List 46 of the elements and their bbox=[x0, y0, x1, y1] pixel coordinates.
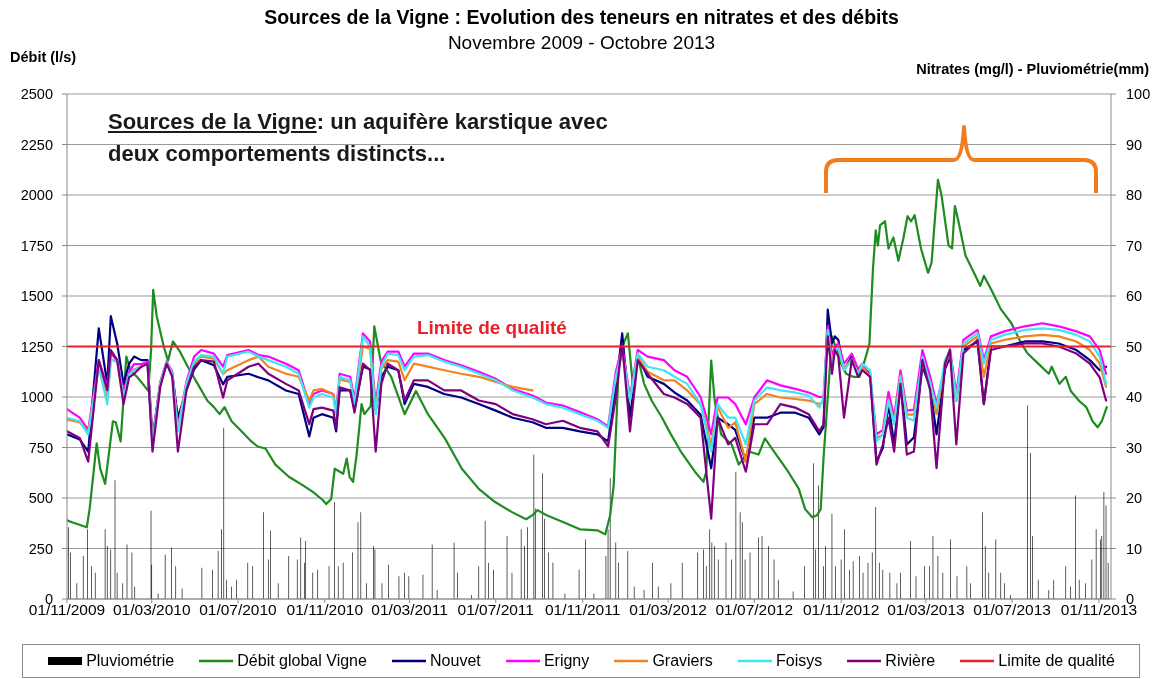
line-series bbox=[67, 178, 1108, 536]
legend-label: Rivière bbox=[885, 652, 936, 670]
y2-tick-label: 90 bbox=[1126, 136, 1143, 153]
x-tick-label: 01/11/2011 bbox=[545, 601, 621, 619]
x-tick-label: 01/11/2010 bbox=[286, 601, 364, 619]
y2-tick-label: 20 bbox=[1126, 490, 1143, 507]
y2-axis-title: Nitrates (mg/l) - Pluviométrie(mm) bbox=[916, 61, 1149, 77]
y2-tick-label: 50 bbox=[1126, 338, 1143, 355]
y-tick-label: 1000 bbox=[20, 389, 53, 406]
chart-subtitle: Novembre 2009 - Octobre 2013 bbox=[447, 32, 716, 53]
legend-label: Limite de qualité bbox=[998, 652, 1115, 670]
x-tick-label: 01/07/2012 bbox=[715, 601, 794, 619]
y-tick-label: 1250 bbox=[20, 338, 53, 355]
y-tick-label: 250 bbox=[28, 540, 53, 557]
legend-label: Erigny bbox=[543, 652, 590, 670]
x-tick-label: 01/03/2010 bbox=[112, 601, 191, 619]
y2-tick-label: 30 bbox=[1126, 439, 1143, 456]
x-tick-label: 01/11/2012 bbox=[802, 601, 880, 619]
chart-title: Sources de la Vigne : Evolution des teneurs en nitrates et des débits bbox=[263, 6, 900, 29]
y-tick-label: 1750 bbox=[20, 237, 53, 254]
y-tick-label: 1500 bbox=[20, 288, 53, 305]
text: Limite de qualité bbox=[416, 316, 567, 338]
y2-tick-label: 40 bbox=[1126, 389, 1143, 406]
y-tick-label: 2500 bbox=[20, 86, 53, 103]
x-tick-label: 01/03/2013 bbox=[887, 601, 965, 619]
x-tick-label: 01/07/2011 bbox=[457, 601, 534, 619]
y2-tick-label: 10 bbox=[1126, 540, 1143, 557]
x-tick-label: 01/03/2012 bbox=[629, 601, 707, 619]
legend-label: Débit global Vigne bbox=[237, 652, 367, 670]
y-tick-label: 500 bbox=[28, 490, 53, 507]
y-tick-label: 2250 bbox=[20, 136, 53, 153]
y2-tick-label: 70 bbox=[1126, 237, 1143, 254]
y-tick-label: 750 bbox=[28, 439, 53, 456]
y-tick-label: 2000 bbox=[20, 187, 53, 204]
legend-label: Graviers bbox=[652, 652, 713, 670]
y-axis-title: Débit (l/s) bbox=[10, 49, 77, 65]
legend-label: Foisys bbox=[775, 652, 823, 670]
y2-tick-label: 80 bbox=[1126, 187, 1143, 204]
x-tick-label: 01/07/2010 bbox=[199, 601, 278, 619]
legend-label: Pluviométrie bbox=[86, 652, 175, 670]
y2-tick-label: 100 bbox=[1126, 86, 1151, 103]
x-tick-label: 01/03/2011 bbox=[371, 601, 448, 619]
legend-label: Nouvet bbox=[430, 652, 481, 670]
x-tick-label: 01/07/2013 bbox=[973, 601, 1051, 619]
annotation: Sources de la Vigne: un aquifère karstique avec deux comportements distincts... bbox=[107, 108, 609, 168]
y2-tick-label: 60 bbox=[1126, 288, 1143, 305]
